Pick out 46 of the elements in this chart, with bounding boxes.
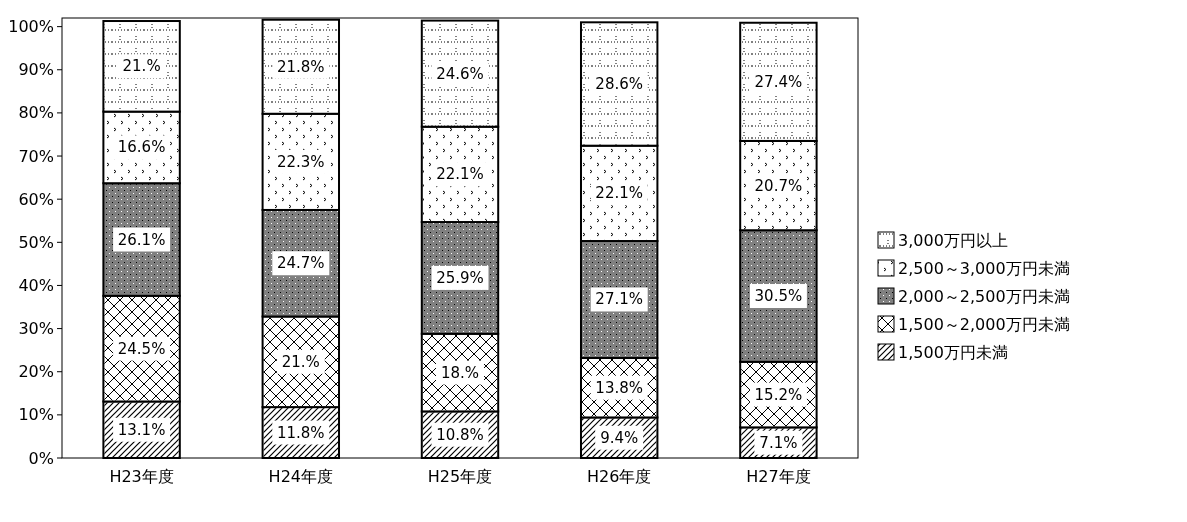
y-tick-label: 10%: [18, 405, 54, 425]
data-label: 10.8%: [436, 425, 484, 444]
y-tick-label: 60%: [18, 189, 54, 209]
y-tick-label: 30%: [18, 319, 54, 339]
data-label: 24.5%: [117, 339, 166, 358]
legend-label: 3,000万円以上: [898, 230, 1008, 250]
data-label: 26.1%: [117, 230, 166, 249]
data-label: 13.8%: [595, 378, 644, 397]
y-tick-label: 20%: [18, 362, 54, 382]
data-label: 16.6%: [117, 138, 166, 157]
data-label: 21.8%: [276, 57, 325, 76]
data-label: 22.3%: [276, 152, 325, 171]
x-tick-label: H23年度: [109, 467, 174, 486]
y-tick-label: 90%: [18, 60, 54, 80]
x-tick-label: H25年度: [427, 467, 493, 486]
data-label: 24.6%: [436, 64, 484, 83]
y-tick-label: 40%: [18, 275, 54, 295]
legend-label: 1,500万円未満: [898, 342, 1008, 362]
y-tick-label: 70%: [18, 146, 54, 166]
data-label: 18.%: [440, 363, 480, 382]
legend-label: 2,000～2,500万円未満: [898, 286, 1070, 306]
data-label: 7.1%: [759, 433, 798, 452]
data-label: 11.8%: [276, 423, 325, 442]
data-label: 28.6%: [595, 75, 644, 93]
data-label: 25.9%: [436, 268, 484, 287]
y-tick-label: 80%: [18, 103, 54, 123]
data-label: 21.%: [281, 352, 320, 371]
data-label: 22.1%: [595, 184, 644, 203]
data-label: 27.1%: [595, 290, 644, 309]
y-tick-label: 100%: [8, 17, 54, 37]
x-tick-label: H24年度: [268, 467, 333, 486]
data-label: 22.1%: [436, 165, 484, 184]
data-label: 20.7%: [754, 176, 803, 195]
x-tick-label: H26年度: [587, 467, 652, 486]
data-label: 30.5%: [754, 287, 803, 306]
y-tick-label: 50%: [18, 232, 54, 252]
y-tick-label: 0%: [28, 448, 54, 468]
legend-label: 1,500～2,000万円未満: [898, 314, 1070, 334]
legend-label: 2,500～3,000万円未満: [898, 258, 1070, 278]
data-label: 9.4%: [600, 428, 639, 447]
data-label: 15.2%: [754, 385, 803, 404]
x-tick-label: H27年度: [746, 467, 811, 486]
data-label: 21.%: [122, 57, 161, 76]
data-label: 13.1%: [117, 420, 166, 439]
data-label: 24.7%: [276, 254, 325, 273]
data-label: 27.4%: [754, 72, 803, 91]
